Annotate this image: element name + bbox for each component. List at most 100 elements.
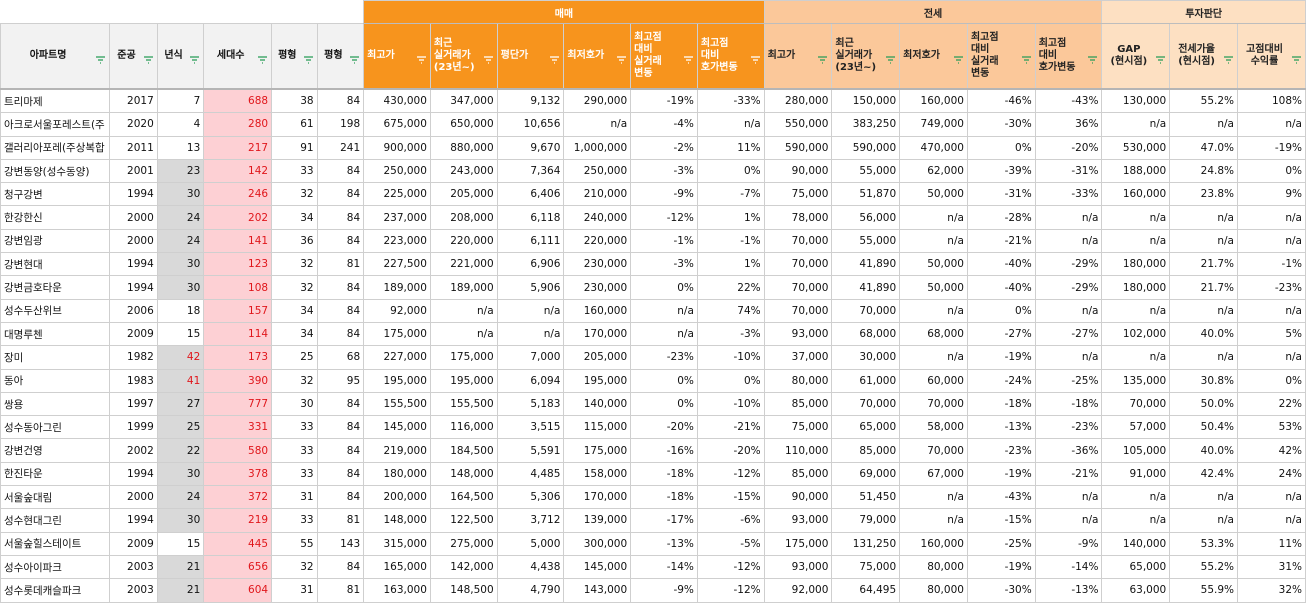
cell-jeonse-max[interactable]: 70,000: [763, 275, 833, 300]
cell-households[interactable]: 173: [203, 345, 273, 370]
cell-sale-per-pyeong[interactable]: n/a: [496, 321, 565, 347]
filter-icon[interactable]: [416, 55, 427, 65]
cell-built[interactable]: 2017: [109, 88, 158, 114]
cell-gap[interactable]: 57,000: [1101, 415, 1171, 440]
cell-jeonse-recent[interactable]: 65,000: [831, 415, 901, 440]
cell-jeonse-ratio[interactable]: 30.8%: [1169, 368, 1238, 393]
cell-sale-ask-change[interactable]: -10%: [696, 391, 765, 417]
cell-return[interactable]: 42%: [1237, 438, 1306, 463]
cell-sale-ask-change[interactable]: -5%: [696, 531, 765, 556]
cell-sale-max[interactable]: 180,000: [363, 461, 431, 487]
cell-gap[interactable]: 140,000: [1101, 531, 1171, 556]
cell-jeonse-ratio[interactable]: 50.0%: [1169, 391, 1238, 417]
cell-sale-min-ask[interactable]: n/a: [563, 112, 632, 137]
cell-built[interactable]: 1994: [109, 252, 158, 277]
cell-pyeong[interactable]: 33: [271, 508, 318, 533]
cell-return[interactable]: 9%: [1237, 182, 1306, 207]
filter-icon[interactable]: [1155, 55, 1166, 65]
filter-icon[interactable]: [349, 55, 360, 65]
column-header-pyeong1[interactable]: 평형: [271, 23, 318, 90]
cell-sale-min-ask[interactable]: 140,000: [563, 391, 632, 417]
cell-built[interactable]: 2020: [109, 112, 158, 137]
cell-jeonse-deal-change[interactable]: -27%: [966, 321, 1036, 347]
cell-age[interactable]: 30: [156, 275, 205, 300]
cell-gap[interactable]: 188,000: [1101, 158, 1171, 184]
cell-sale-ask-change[interactable]: 11%: [696, 135, 765, 160]
cell-pyeong-m2[interactable]: 95: [316, 368, 365, 393]
cell-jeonse-ratio[interactable]: n/a: [1169, 485, 1238, 510]
cell-jeonse-ratio[interactable]: 40.0%: [1169, 438, 1238, 463]
cell-sale-ask-change[interactable]: 0%: [696, 368, 765, 393]
cell-sale-recent[interactable]: 148,000: [429, 461, 498, 487]
column-header-jeonse-vs-ask[interactable]: 최고점 대비 호가변동: [1034, 23, 1103, 90]
cell-sale-deal-change[interactable]: -2%: [630, 135, 698, 160]
cell-households[interactable]: 445: [203, 531, 273, 556]
cell-jeonse-recent[interactable]: 41,890: [831, 252, 901, 277]
cell-sale-deal-change[interactable]: -1%: [630, 228, 698, 254]
cell-sale-min-ask[interactable]: 205,000: [563, 345, 632, 370]
cell-sale-recent[interactable]: 164,500: [429, 485, 498, 510]
cell-gap[interactable]: 102,000: [1101, 321, 1171, 347]
cell-households[interactable]: 157: [203, 298, 273, 323]
cell-sale-max[interactable]: 148,000: [363, 508, 431, 533]
cell-age[interactable]: 24: [156, 228, 205, 254]
filter-icon[interactable]: [303, 55, 314, 65]
cell-gap[interactable]: 65,000: [1101, 554, 1171, 580]
cell-pyeong[interactable]: 31: [271, 578, 318, 603]
cell-jeonse-ratio[interactable]: n/a: [1169, 298, 1238, 323]
cell-age[interactable]: 13: [156, 135, 205, 160]
cell-sale-recent[interactable]: 184,500: [429, 438, 498, 463]
cell-sale-recent[interactable]: 221,000: [429, 252, 498, 277]
cell-gap[interactable]: n/a: [1101, 508, 1171, 533]
cell-sale-ask-change[interactable]: n/a: [696, 112, 765, 137]
cell-sale-min-ask[interactable]: 143,000: [563, 578, 632, 603]
column-header-sale-recent[interactable]: 최근 실거래가 (23년~): [429, 23, 498, 90]
cell-jeonse-recent[interactable]: 41,890: [831, 275, 901, 300]
cell-sale-min-ask[interactable]: 1,000,000: [563, 135, 632, 160]
cell-return[interactable]: 24%: [1237, 461, 1306, 487]
cell-age[interactable]: 42: [156, 345, 205, 370]
cell-households[interactable]: 604: [203, 578, 273, 603]
cell-jeonse-recent[interactable]: 64,495: [831, 578, 901, 603]
cell-jeonse-deal-change[interactable]: -25%: [966, 531, 1036, 556]
cell-sale-min-ask[interactable]: 240,000: [563, 205, 632, 230]
cell-jeonse-deal-change[interactable]: -28%: [966, 205, 1036, 230]
cell-sale-per-pyeong[interactable]: n/a: [496, 298, 565, 323]
cell-pyeong[interactable]: 36: [271, 228, 318, 254]
cell-jeonse-recent[interactable]: 590,000: [831, 135, 901, 160]
cell-name[interactable]: 한강한신: [0, 205, 111, 230]
cell-jeonse-min-ask[interactable]: 60,000: [899, 368, 968, 393]
cell-jeonse-ratio[interactable]: 47.0%: [1169, 135, 1238, 160]
filter-icon[interactable]: [143, 55, 154, 65]
cell-jeonse-deal-change[interactable]: -39%: [966, 158, 1036, 184]
cell-jeonse-recent[interactable]: 56,000: [831, 205, 901, 230]
cell-sale-recent[interactable]: 155,500: [429, 391, 498, 417]
cell-households[interactable]: 378: [203, 461, 273, 487]
cell-sale-recent[interactable]: 880,000: [429, 135, 498, 160]
cell-sale-max[interactable]: 219,000: [363, 438, 431, 463]
cell-jeonse-max[interactable]: 70,000: [763, 252, 833, 277]
cell-jeonse-deal-change[interactable]: -31%: [966, 182, 1036, 207]
cell-jeonse-ratio[interactable]: 24.8%: [1169, 158, 1238, 184]
cell-jeonse-ratio[interactable]: n/a: [1169, 345, 1238, 370]
cell-jeonse-ask-change[interactable]: -36%: [1034, 438, 1103, 463]
cell-jeonse-max[interactable]: 110,000: [763, 438, 833, 463]
cell-pyeong-m2[interactable]: 241: [316, 135, 365, 160]
cell-return[interactable]: 32%: [1237, 578, 1306, 603]
cell-jeonse-recent[interactable]: 383,250: [831, 112, 901, 137]
cell-jeonse-min-ask[interactable]: n/a: [899, 508, 968, 533]
cell-jeonse-ask-change[interactable]: n/a: [1034, 485, 1103, 510]
cell-sale-ask-change[interactable]: 74%: [696, 298, 765, 323]
cell-built[interactable]: 1994: [109, 275, 158, 300]
cell-sale-per-pyeong[interactable]: 3,712: [496, 508, 565, 533]
cell-jeonse-ask-change[interactable]: -13%: [1034, 578, 1103, 603]
cell-jeonse-ask-change[interactable]: -31%: [1034, 158, 1103, 184]
cell-pyeong-m2[interactable]: 84: [316, 275, 365, 300]
cell-jeonse-deal-change[interactable]: 0%: [966, 298, 1036, 323]
cell-age[interactable]: 30: [156, 508, 205, 533]
cell-jeonse-ask-change[interactable]: -29%: [1034, 252, 1103, 277]
cell-jeonse-ask-change[interactable]: -14%: [1034, 554, 1103, 580]
cell-jeonse-recent[interactable]: 51,870: [831, 182, 901, 207]
cell-jeonse-recent[interactable]: 70,000: [831, 391, 901, 417]
cell-jeonse-ask-change[interactable]: -20%: [1034, 135, 1103, 160]
